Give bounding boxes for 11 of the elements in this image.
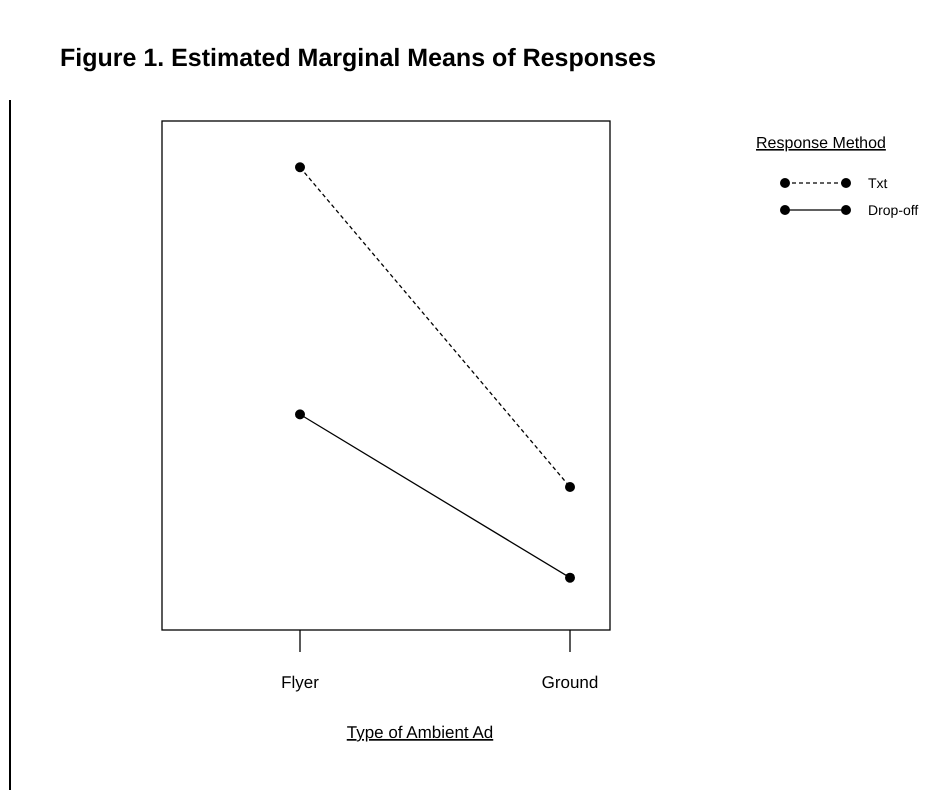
- x-axis-title: Type of Ambient Ad: [346, 723, 494, 742]
- point: [295, 162, 305, 172]
- legend-label: Drop-off: [868, 202, 918, 218]
- x-tick-label: Flyer: [281, 673, 320, 692]
- legend-label: Txt: [868, 175, 888, 191]
- x-tick-label: Ground: [542, 673, 598, 692]
- legend-title: Response Method: [756, 135, 886, 152]
- point: [565, 572, 575, 583]
- point: [295, 409, 305, 420]
- point: [565, 482, 575, 492]
- chart-title: Figure 1. Estimated Marginal Means of Responses: [60, 44, 656, 72]
